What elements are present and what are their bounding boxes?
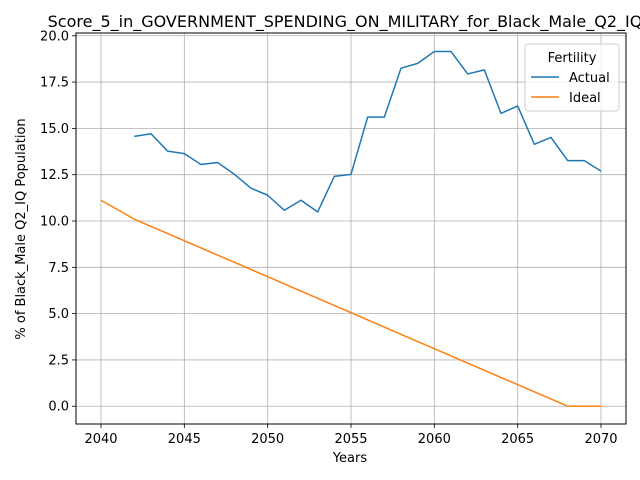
y-tick-label: 5.0: [48, 307, 69, 322]
x-tick-label: 2065: [501, 432, 534, 447]
x-tick-label: 2060: [418, 432, 451, 447]
y-axis-label: % of Black_Male Q2_IQ Population: [14, 118, 29, 339]
series-line-actual: [134, 50, 602, 213]
legend: Fertility Actual Ideal: [524, 43, 620, 112]
legend-label-actual: Actual: [569, 71, 610, 86]
x-tick-label: 2050: [251, 432, 284, 447]
y-tick-label: 17.5: [40, 76, 69, 91]
x-tick-label: 2040: [84, 432, 117, 447]
legend-title: Fertility: [548, 51, 597, 66]
legend-label-ideal: Ideal: [569, 91, 601, 106]
grid: [76, 33, 626, 424]
y-tick-label: 10.0: [40, 214, 69, 229]
y-tick-label: 15.0: [40, 122, 69, 137]
y-tick-label: 0.0: [48, 400, 69, 415]
y-tick-label: 7.5: [48, 261, 69, 276]
plot-series: [100, 50, 602, 407]
y-tick-label: 2.5: [48, 353, 69, 368]
chart-title: Score_5_in_GOVERNMENT_SPENDING_ON_MILITA…: [48, 12, 640, 32]
x-tick-label: 2055: [334, 432, 367, 447]
x-tick-label: 2045: [168, 432, 201, 447]
x-axis-label: Years: [332, 451, 368, 466]
axis-ticks: 2040 2045 2050 2055 2060 2065 2070 0.0 2.5 5.0 7.5…: [40, 29, 618, 447]
x-tick-label: 2070: [584, 432, 617, 447]
series-line-ideal: [100, 199, 601, 407]
legend-box: [524, 43, 620, 112]
y-tick-label: 12.5: [40, 168, 69, 183]
y-tick-label: 20.0: [40, 29, 69, 44]
